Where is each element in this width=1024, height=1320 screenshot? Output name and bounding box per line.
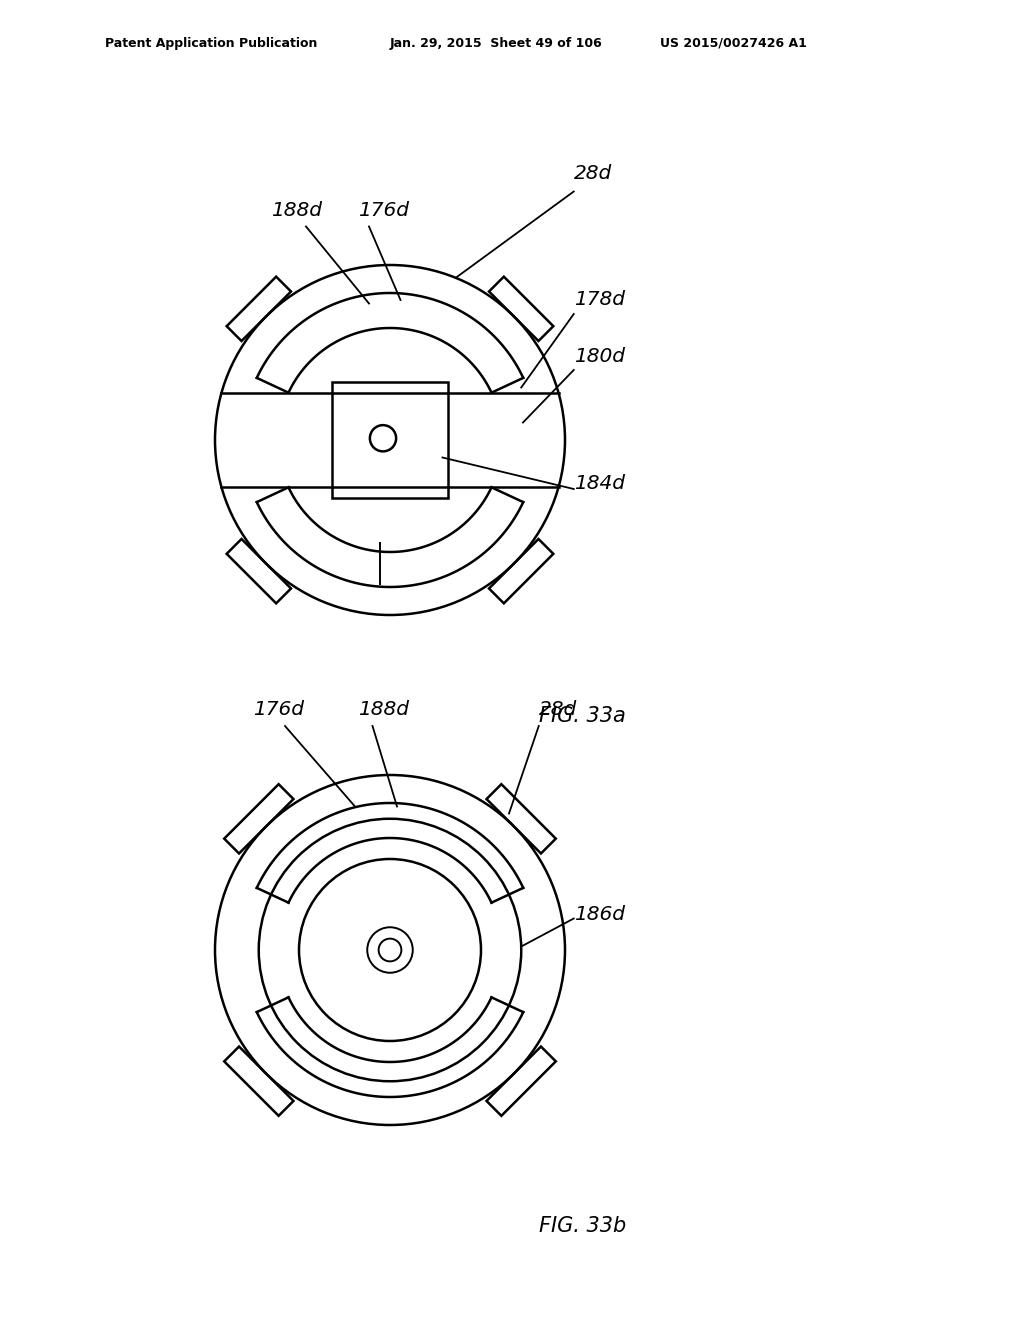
Text: 28d: 28d bbox=[539, 700, 577, 719]
Text: US 2015/0027426 A1: US 2015/0027426 A1 bbox=[660, 37, 807, 50]
Text: 188d: 188d bbox=[358, 700, 410, 719]
Text: 184d: 184d bbox=[573, 474, 625, 494]
Bar bbox=[332, 383, 447, 498]
Text: 186d: 186d bbox=[573, 906, 625, 924]
Text: FIG. 33b: FIG. 33b bbox=[539, 1216, 626, 1236]
Text: 178d: 178d bbox=[573, 290, 625, 309]
Text: 28d: 28d bbox=[573, 164, 612, 182]
Text: 176d: 176d bbox=[254, 700, 304, 719]
Text: 180d: 180d bbox=[573, 347, 625, 367]
Text: 176d: 176d bbox=[358, 201, 410, 219]
Text: Jan. 29, 2015  Sheet 49 of 106: Jan. 29, 2015 Sheet 49 of 106 bbox=[390, 37, 603, 50]
Text: FIG. 33a: FIG. 33a bbox=[539, 706, 626, 726]
Text: 188d: 188d bbox=[271, 201, 322, 219]
Text: Patent Application Publication: Patent Application Publication bbox=[105, 37, 317, 50]
